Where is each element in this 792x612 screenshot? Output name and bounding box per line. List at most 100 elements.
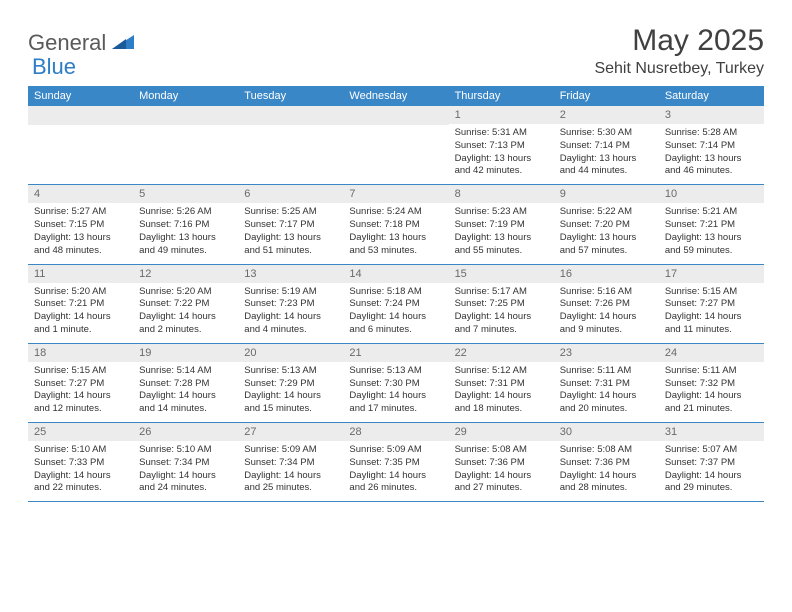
calendar-cell: 24Sunrise: 5:11 AMSunset: 7:32 PMDayligh… (659, 343, 764, 422)
logo: General (28, 30, 136, 56)
day-number (343, 106, 448, 125)
day-number: 8 (449, 185, 554, 203)
calendar-cell: 16Sunrise: 5:16 AMSunset: 7:26 PMDayligh… (554, 264, 659, 343)
day-number: 23 (554, 344, 659, 362)
day-content: Sunrise: 5:25 AMSunset: 7:17 PMDaylight:… (238, 203, 343, 263)
calendar-cell: 11Sunrise: 5:20 AMSunset: 7:21 PMDayligh… (28, 264, 133, 343)
day-content: Sunrise: 5:30 AMSunset: 7:14 PMDaylight:… (554, 124, 659, 184)
calendar-cell: 8Sunrise: 5:23 AMSunset: 7:19 PMDaylight… (449, 185, 554, 264)
calendar-table: SundayMondayTuesdayWednesdayThursdayFrid… (28, 86, 764, 502)
day-content: Sunrise: 5:10 AMSunset: 7:33 PMDaylight:… (28, 441, 133, 501)
day-content: Sunrise: 5:20 AMSunset: 7:21 PMDaylight:… (28, 283, 133, 343)
weekday-header: Wednesday (343, 86, 448, 106)
logo-line2: Blue (30, 54, 76, 80)
calendar-page: General May 2025 Sehit Nusretbey, Turkey… (0, 0, 792, 522)
day-content: Sunrise: 5:09 AMSunset: 7:34 PMDaylight:… (238, 441, 343, 501)
day-content: Sunrise: 5:09 AMSunset: 7:35 PMDaylight:… (343, 441, 448, 501)
calendar-cell: 10Sunrise: 5:21 AMSunset: 7:21 PMDayligh… (659, 185, 764, 264)
day-content (343, 125, 448, 181)
day-content: Sunrise: 5:20 AMSunset: 7:22 PMDaylight:… (133, 283, 238, 343)
calendar-cell: 28Sunrise: 5:09 AMSunset: 7:35 PMDayligh… (343, 423, 448, 502)
day-content (28, 125, 133, 181)
day-number: 25 (28, 423, 133, 441)
day-number: 11 (28, 265, 133, 283)
calendar-cell: 27Sunrise: 5:09 AMSunset: 7:34 PMDayligh… (238, 423, 343, 502)
logo-text-gray: General (28, 30, 106, 56)
calendar-body: 1Sunrise: 5:31 AMSunset: 7:13 PMDaylight… (28, 106, 764, 502)
logo-text-blue: Blue (32, 54, 76, 79)
day-number: 21 (343, 344, 448, 362)
day-number (28, 106, 133, 125)
calendar-week-row: 25Sunrise: 5:10 AMSunset: 7:33 PMDayligh… (28, 423, 764, 502)
day-content: Sunrise: 5:14 AMSunset: 7:28 PMDaylight:… (133, 362, 238, 422)
day-content: Sunrise: 5:24 AMSunset: 7:18 PMDaylight:… (343, 203, 448, 263)
calendar-cell: 4Sunrise: 5:27 AMSunset: 7:15 PMDaylight… (28, 185, 133, 264)
day-number: 27 (238, 423, 343, 441)
calendar-cell: 17Sunrise: 5:15 AMSunset: 7:27 PMDayligh… (659, 264, 764, 343)
day-number: 13 (238, 265, 343, 283)
day-number: 3 (659, 106, 764, 124)
day-number: 1 (449, 106, 554, 124)
day-content: Sunrise: 5:16 AMSunset: 7:26 PMDaylight:… (554, 283, 659, 343)
day-content: Sunrise: 5:15 AMSunset: 7:27 PMDaylight:… (28, 362, 133, 422)
day-number: 19 (133, 344, 238, 362)
day-content: Sunrise: 5:21 AMSunset: 7:21 PMDaylight:… (659, 203, 764, 263)
calendar-cell (238, 106, 343, 185)
day-content: Sunrise: 5:28 AMSunset: 7:14 PMDaylight:… (659, 124, 764, 184)
calendar-cell: 9Sunrise: 5:22 AMSunset: 7:20 PMDaylight… (554, 185, 659, 264)
weekday-header: Tuesday (238, 86, 343, 106)
calendar-cell (28, 106, 133, 185)
calendar-head: SundayMondayTuesdayWednesdayThursdayFrid… (28, 86, 764, 106)
day-number: 29 (449, 423, 554, 441)
day-number: 7 (343, 185, 448, 203)
calendar-cell: 18Sunrise: 5:15 AMSunset: 7:27 PMDayligh… (28, 343, 133, 422)
day-number: 14 (343, 265, 448, 283)
calendar-cell: 6Sunrise: 5:25 AMSunset: 7:17 PMDaylight… (238, 185, 343, 264)
calendar-cell: 20Sunrise: 5:13 AMSunset: 7:29 PMDayligh… (238, 343, 343, 422)
day-number: 26 (133, 423, 238, 441)
calendar-cell: 19Sunrise: 5:14 AMSunset: 7:28 PMDayligh… (133, 343, 238, 422)
day-content: Sunrise: 5:08 AMSunset: 7:36 PMDaylight:… (449, 441, 554, 501)
day-number: 30 (554, 423, 659, 441)
day-content (133, 125, 238, 181)
calendar-cell: 25Sunrise: 5:10 AMSunset: 7:33 PMDayligh… (28, 423, 133, 502)
day-number (133, 106, 238, 125)
day-number: 20 (238, 344, 343, 362)
calendar-cell: 29Sunrise: 5:08 AMSunset: 7:36 PMDayligh… (449, 423, 554, 502)
weekday-header: Thursday (449, 86, 554, 106)
day-content: Sunrise: 5:13 AMSunset: 7:30 PMDaylight:… (343, 362, 448, 422)
day-number: 9 (554, 185, 659, 203)
calendar-cell: 30Sunrise: 5:08 AMSunset: 7:36 PMDayligh… (554, 423, 659, 502)
day-number: 28 (343, 423, 448, 441)
calendar-cell: 21Sunrise: 5:13 AMSunset: 7:30 PMDayligh… (343, 343, 448, 422)
calendar-cell: 3Sunrise: 5:28 AMSunset: 7:14 PMDaylight… (659, 106, 764, 185)
day-number: 24 (659, 344, 764, 362)
day-content: Sunrise: 5:12 AMSunset: 7:31 PMDaylight:… (449, 362, 554, 422)
weekday-header: Sunday (28, 86, 133, 106)
weekday-row: SundayMondayTuesdayWednesdayThursdayFrid… (28, 86, 764, 106)
day-number: 4 (28, 185, 133, 203)
calendar-cell: 14Sunrise: 5:18 AMSunset: 7:24 PMDayligh… (343, 264, 448, 343)
calendar-week-row: 4Sunrise: 5:27 AMSunset: 7:15 PMDaylight… (28, 185, 764, 264)
calendar-cell: 23Sunrise: 5:11 AMSunset: 7:31 PMDayligh… (554, 343, 659, 422)
day-content (238, 125, 343, 181)
calendar-week-row: 11Sunrise: 5:20 AMSunset: 7:21 PMDayligh… (28, 264, 764, 343)
location: Sehit Nusretbey, Turkey (594, 60, 764, 78)
calendar-cell: 15Sunrise: 5:17 AMSunset: 7:25 PMDayligh… (449, 264, 554, 343)
logo-triangle-icon (112, 33, 134, 54)
day-content: Sunrise: 5:11 AMSunset: 7:32 PMDaylight:… (659, 362, 764, 422)
calendar-cell: 2Sunrise: 5:30 AMSunset: 7:14 PMDaylight… (554, 106, 659, 185)
calendar-cell: 22Sunrise: 5:12 AMSunset: 7:31 PMDayligh… (449, 343, 554, 422)
weekday-header: Saturday (659, 86, 764, 106)
month-title: May 2025 (594, 24, 764, 58)
day-content: Sunrise: 5:26 AMSunset: 7:16 PMDaylight:… (133, 203, 238, 263)
weekday-header: Friday (554, 86, 659, 106)
day-number: 2 (554, 106, 659, 124)
day-content: Sunrise: 5:18 AMSunset: 7:24 PMDaylight:… (343, 283, 448, 343)
calendar-cell: 7Sunrise: 5:24 AMSunset: 7:18 PMDaylight… (343, 185, 448, 264)
day-number: 10 (659, 185, 764, 203)
day-number: 16 (554, 265, 659, 283)
day-number: 22 (449, 344, 554, 362)
weekday-header: Monday (133, 86, 238, 106)
day-number: 18 (28, 344, 133, 362)
